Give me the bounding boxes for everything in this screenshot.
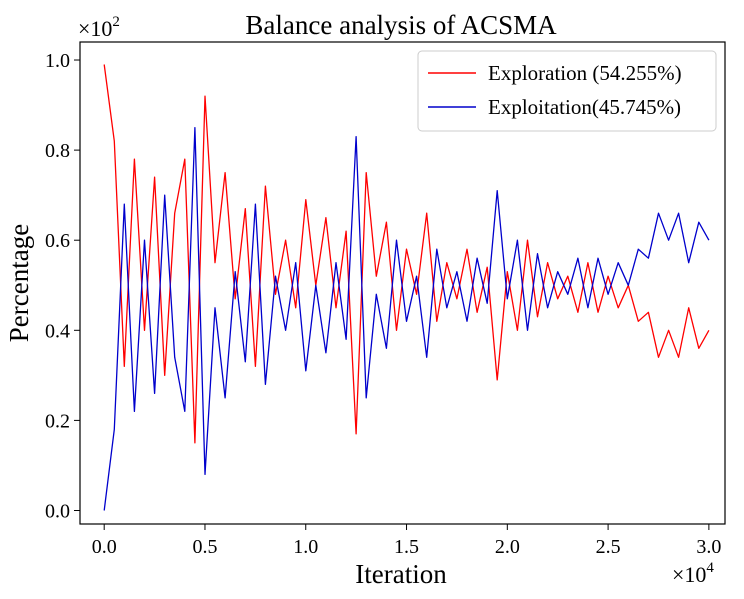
y-axis-label: Percentage (4, 224, 34, 342)
legend-label-exploration: Exploration (54.255%) (488, 61, 682, 85)
y-tick-label: 0.6 (45, 230, 70, 252)
x-multiplier-exponent: 4 (706, 560, 714, 576)
series-line-exploration (103, 64, 710, 444)
legend-label-exploitation: Exploitation(45.745%) (488, 95, 681, 119)
legend-box (417, 50, 717, 132)
x-tick-label: 2.5 (596, 536, 621, 558)
x-tick-label: 1.5 (394, 536, 419, 558)
x-tick-label: 0.5 (192, 536, 217, 558)
y-multiplier-exponent: 2 (112, 14, 120, 30)
x-axis-label: Iteration (355, 559, 447, 589)
y-tick-label: 0.0 (45, 500, 70, 522)
series-line-exploitation (103, 126, 710, 511)
x-tick-label: 0.0 (92, 536, 117, 558)
y-tick-label: 0.8 (45, 140, 70, 162)
y-tick-label: 1.0 (45, 50, 70, 72)
x-multiplier-base: ×10 (672, 562, 706, 587)
y-axis-multiplier: ×102 (78, 14, 120, 41)
y-axis-ticks: 0.0 0.2 0.4 0.6 0.8 1.0 (45, 50, 80, 522)
y-multiplier-base: ×10 (78, 16, 112, 41)
chart-title: Balance analysis of ACSMA (245, 10, 557, 40)
axes-frame (79, 41, 726, 525)
x-axis-multiplier: ×104 (672, 560, 714, 587)
x-tick-label: 2.0 (495, 536, 520, 558)
x-tick-label: 3.0 (696, 536, 721, 558)
x-axis-ticks: 0.0 0.5 1.0 1.5 2.0 2.5 3.0 (92, 524, 721, 558)
series-layer (103, 64, 710, 511)
plot-area: 0.0 0.5 1.0 1.5 2.0 2.5 3.0 0.0 0.2 0.4 0.6 0.8 1.0 (45, 41, 726, 558)
y-tick-label: 0.2 (45, 410, 70, 432)
x-tick-label: 1.0 (293, 536, 318, 558)
y-tick-label: 0.4 (45, 320, 70, 342)
legend: Exploration (54.255%) Exploitation(45.74… (417, 50, 717, 132)
